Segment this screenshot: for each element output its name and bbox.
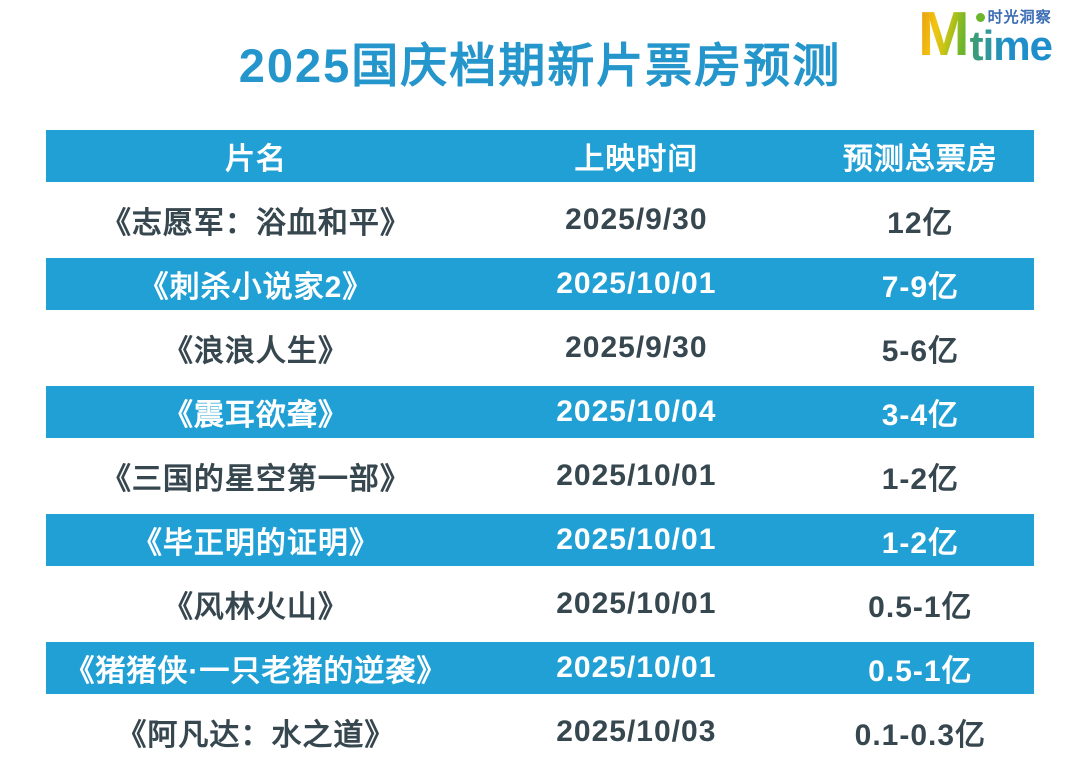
table-body: 《志愿军：浴血和平》 2025/9/30 12亿 《刺杀小说家2》 2025/1…: [46, 182, 1034, 770]
table-row: 《猪猪侠·一只老猪的逆袭》 2025/10/01 0.5-1亿: [46, 642, 1034, 694]
film-name-cell: 《三国的星空第一部》: [100, 463, 411, 496]
table-row: 《风林火山》 2025/10/01 0.5-1亿: [46, 566, 1034, 642]
forecast-table: 片名 上映时间 预测总票房 《志愿军：浴血和平》 2025/9/30 12亿 《…: [46, 130, 1034, 770]
forecast-cell: 0.5-1亿: [868, 655, 973, 688]
film-name-cell: 《刺杀小说家2》: [138, 271, 374, 304]
forecast-cell: 5-6亿: [881, 335, 960, 368]
film-name-cell: 《风林火山》: [162, 591, 349, 624]
film-name-cell: 《猪猪侠·一只老猪的逆袭》: [64, 655, 448, 688]
mtime-logo-m-icon: M: [917, 0, 970, 69]
release-date-cell: 2025/10/01: [556, 267, 717, 300]
mtime-logo-tagline-text: 时光洞察: [987, 9, 1052, 26]
table-row: 《震耳欲聋》 2025/10/04 3-4亿: [46, 386, 1034, 438]
forecast-cell: 0.1-0.3亿: [854, 719, 987, 752]
film-name-cell: 《志愿军：浴血和平》: [100, 207, 411, 240]
table-row: 《刺杀小说家2》 2025/10/01 7-9亿: [46, 258, 1034, 310]
film-name-cell: 《浪浪人生》: [162, 335, 349, 368]
column-header-film-name: 片名: [224, 143, 287, 176]
release-date-cell: 2025/10/01: [556, 587, 717, 620]
page-title: 2025国庆档期新片票房预测: [238, 39, 842, 92]
forecast-cell: 1-2亿: [881, 527, 960, 560]
release-date-cell: 2025/9/30: [565, 203, 708, 236]
table-row: 《志愿军：浴血和平》 2025/9/30 12亿: [46, 182, 1034, 258]
release-date-cell: 2025/10/01: [556, 523, 717, 556]
release-date-cell: 2025/10/03: [556, 715, 717, 748]
film-name-cell: 《毕正明的证明》: [131, 527, 380, 560]
table-row: 《三国的星空第一部》 2025/10/01 1-2亿: [46, 438, 1034, 514]
release-date-cell: 2025/10/01: [556, 651, 717, 684]
release-date-cell: 2025/10/01: [556, 459, 717, 492]
forecast-cell: 12亿: [887, 207, 954, 240]
forecast-cell: 1-2亿: [881, 463, 960, 496]
forecast-cell: 0.5-1亿: [868, 591, 973, 624]
release-date-cell: 2025/9/30: [565, 331, 708, 364]
green-dot-icon: [975, 13, 985, 22]
mtime-logo: M 时光洞察 time: [918, 4, 1053, 70]
table-row: 《毕正明的证明》 2025/10/01 1-2亿: [46, 514, 1034, 566]
mtime-logo-time-text: time: [969, 22, 1053, 69]
table-row: 《阿凡达：水之道》 2025/10/03 0.1-0.3亿: [46, 694, 1034, 770]
mtime-logo-right: 时光洞察 time: [969, 8, 1053, 69]
release-date-cell: 2025/10/04: [556, 395, 717, 428]
film-name-cell: 《阿凡达：水之道》: [116, 719, 396, 752]
film-name-cell: 《震耳欲聋》: [162, 399, 349, 432]
mtime-logo-tagline: 时光洞察: [975, 9, 1052, 26]
table-header-row: 片名 上映时间 预测总票房: [46, 130, 1034, 182]
header-area: 2025国庆档期新片票房预测 M 时光洞察 time: [0, 0, 1080, 130]
forecast-cell: 3-4亿: [881, 399, 960, 432]
column-header-release-date: 上映时间: [574, 143, 699, 176]
forecast-cell: 7-9亿: [881, 271, 960, 304]
column-header-forecast-total: 预测总票房: [842, 143, 998, 176]
table-row: 《浪浪人生》 2025/9/30 5-6亿: [46, 310, 1034, 386]
